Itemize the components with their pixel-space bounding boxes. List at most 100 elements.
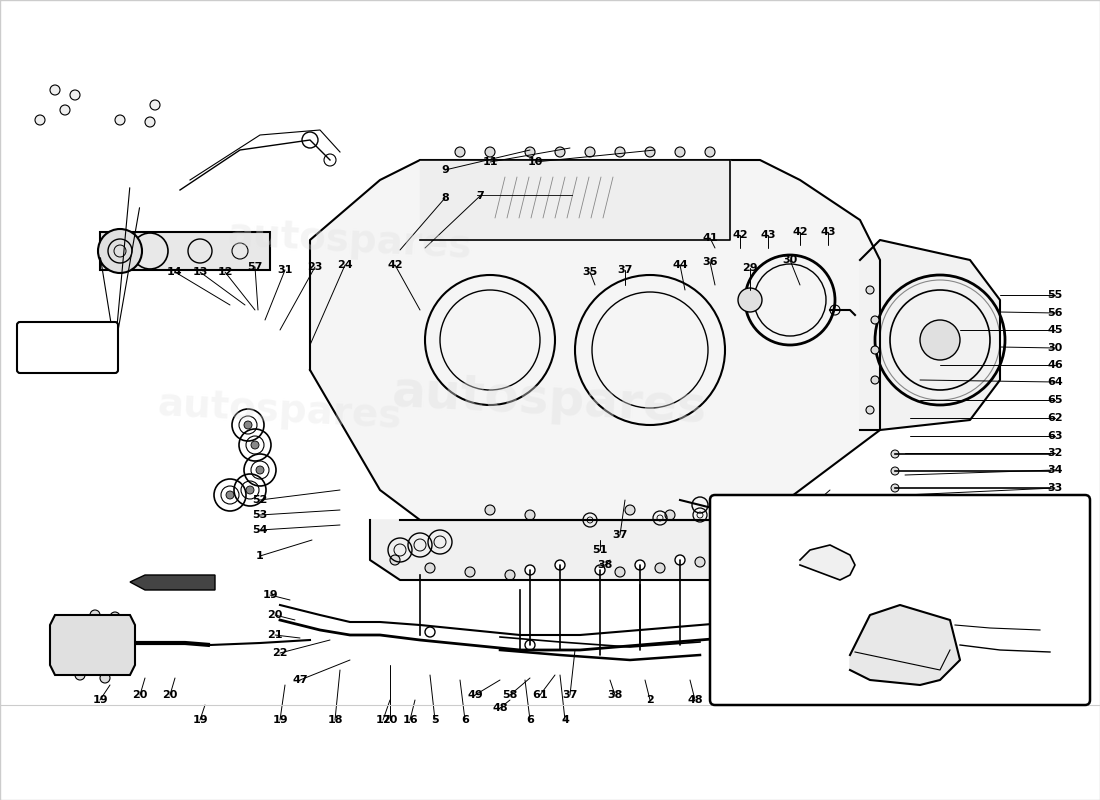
Circle shape bbox=[615, 567, 625, 577]
Circle shape bbox=[871, 316, 879, 324]
Text: 60: 60 bbox=[727, 570, 742, 580]
Circle shape bbox=[871, 346, 879, 354]
Text: 19: 19 bbox=[272, 715, 288, 725]
Circle shape bbox=[455, 147, 465, 157]
Circle shape bbox=[866, 406, 874, 414]
Text: 28: 28 bbox=[762, 695, 778, 705]
Text: 42: 42 bbox=[387, 260, 403, 270]
Text: autospares: autospares bbox=[157, 385, 403, 435]
Text: 14: 14 bbox=[167, 267, 183, 277]
Polygon shape bbox=[310, 160, 880, 520]
FancyBboxPatch shape bbox=[710, 495, 1090, 705]
Bar bbox=[477, 180, 572, 210]
Text: 48: 48 bbox=[688, 695, 703, 705]
Circle shape bbox=[645, 147, 654, 157]
Circle shape bbox=[891, 467, 899, 475]
Text: 6: 6 bbox=[526, 715, 534, 725]
Circle shape bbox=[738, 288, 762, 312]
Circle shape bbox=[70, 615, 80, 625]
Circle shape bbox=[525, 147, 535, 157]
Circle shape bbox=[390, 555, 400, 565]
Text: 48: 48 bbox=[492, 703, 508, 713]
Text: 68: 68 bbox=[1036, 671, 1054, 685]
Circle shape bbox=[695, 557, 705, 567]
Text: 17: 17 bbox=[375, 715, 390, 725]
Circle shape bbox=[666, 510, 675, 520]
Text: 61: 61 bbox=[747, 580, 762, 590]
Circle shape bbox=[635, 560, 645, 570]
Circle shape bbox=[116, 115, 125, 125]
Text: 19: 19 bbox=[92, 695, 108, 705]
Text: 12: 12 bbox=[218, 267, 233, 277]
Text: 57: 57 bbox=[248, 262, 263, 272]
Text: 19: 19 bbox=[192, 715, 208, 725]
Text: 37: 37 bbox=[617, 265, 632, 275]
Text: 44: 44 bbox=[672, 260, 688, 270]
Polygon shape bbox=[50, 615, 135, 675]
Circle shape bbox=[70, 90, 80, 100]
Polygon shape bbox=[860, 240, 1000, 430]
Text: Valid for racing exhaust version - optional: Valid for racing exhaust version - optio… bbox=[774, 593, 1046, 603]
Circle shape bbox=[556, 147, 565, 157]
Text: 67: 67 bbox=[832, 618, 849, 631]
Circle shape bbox=[525, 640, 535, 650]
Text: 6: 6 bbox=[461, 715, 469, 725]
Circle shape bbox=[98, 229, 142, 273]
Text: 32: 32 bbox=[1047, 448, 1063, 458]
Text: autospares: autospares bbox=[227, 214, 473, 266]
Circle shape bbox=[585, 147, 595, 157]
Text: 26: 26 bbox=[857, 695, 872, 705]
Text: Tav.26: Tav.26 bbox=[45, 334, 89, 346]
Circle shape bbox=[595, 565, 605, 575]
Bar bbox=[490, 175, 610, 220]
Bar bbox=[100, 232, 270, 270]
Text: 66: 66 bbox=[981, 677, 999, 690]
Circle shape bbox=[60, 105, 70, 115]
Circle shape bbox=[226, 491, 234, 499]
Circle shape bbox=[505, 570, 515, 580]
Text: Tab.26: Tab.26 bbox=[44, 346, 90, 359]
Circle shape bbox=[485, 147, 495, 157]
Text: 9: 9 bbox=[441, 165, 449, 175]
Text: 11: 11 bbox=[482, 157, 497, 167]
Text: 43: 43 bbox=[760, 230, 775, 240]
Text: 51: 51 bbox=[592, 545, 607, 555]
Text: 22: 22 bbox=[273, 648, 288, 658]
Text: 69: 69 bbox=[1006, 671, 1024, 685]
Polygon shape bbox=[800, 545, 855, 580]
FancyBboxPatch shape bbox=[16, 322, 118, 373]
Text: 34: 34 bbox=[1047, 465, 1063, 475]
Text: 42: 42 bbox=[792, 227, 807, 237]
Circle shape bbox=[705, 147, 715, 157]
Text: 30: 30 bbox=[1047, 343, 1063, 353]
Circle shape bbox=[525, 565, 535, 575]
Circle shape bbox=[35, 115, 45, 125]
Text: 52: 52 bbox=[252, 495, 267, 505]
Text: 29: 29 bbox=[742, 263, 758, 273]
Text: 43: 43 bbox=[821, 227, 836, 237]
Text: 38: 38 bbox=[607, 690, 623, 700]
Text: 24: 24 bbox=[338, 260, 353, 270]
Circle shape bbox=[256, 466, 264, 474]
Text: 5: 5 bbox=[431, 715, 439, 725]
Text: 30: 30 bbox=[782, 255, 797, 265]
Text: 35: 35 bbox=[582, 267, 597, 277]
Circle shape bbox=[675, 147, 685, 157]
Text: 61: 61 bbox=[532, 690, 548, 700]
Text: 27: 27 bbox=[1047, 500, 1063, 510]
Circle shape bbox=[244, 421, 252, 429]
Circle shape bbox=[425, 627, 435, 637]
Polygon shape bbox=[130, 575, 214, 590]
Text: 13: 13 bbox=[192, 267, 208, 277]
Text: 69: 69 bbox=[846, 683, 864, 697]
Text: 56: 56 bbox=[1047, 308, 1063, 318]
Circle shape bbox=[251, 441, 258, 449]
Text: 47: 47 bbox=[293, 675, 308, 685]
Circle shape bbox=[525, 510, 535, 520]
Text: 4: 4 bbox=[561, 715, 569, 725]
Circle shape bbox=[871, 376, 879, 384]
Text: Vale per versione scarichi racing - optional: Vale per versione scarichi racing - opti… bbox=[771, 580, 1048, 590]
Text: 23: 23 bbox=[307, 262, 322, 272]
Text: 41: 41 bbox=[702, 233, 718, 243]
Circle shape bbox=[866, 286, 874, 294]
